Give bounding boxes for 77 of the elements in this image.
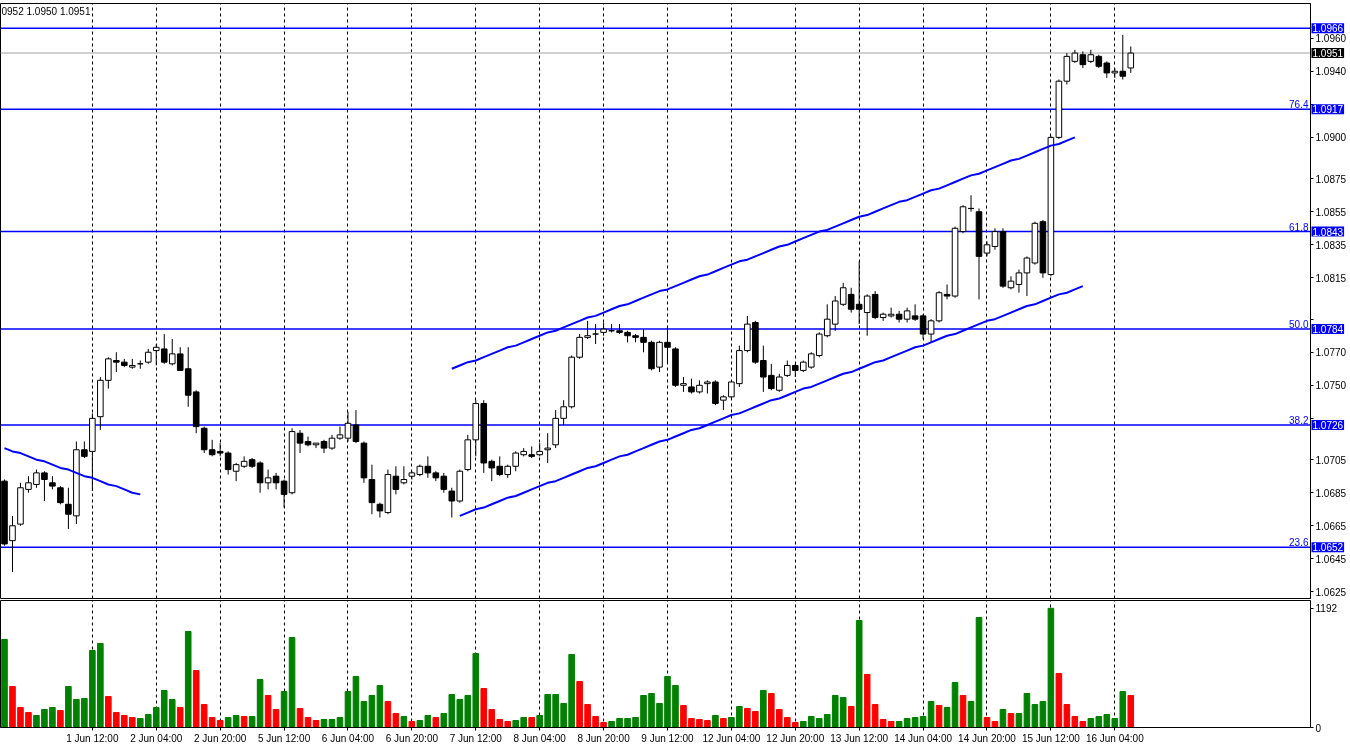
y-tick-label: 1.0665 [1315,520,1347,532]
y-tick-label: 1192 [1315,603,1338,615]
y-tick-label: 1.0815 [1315,272,1347,284]
bar [400,716,408,728]
bar [855,620,863,728]
y-tick-label: 1.0770 [1315,347,1347,359]
annotation: 23.6 [1289,537,1309,549]
bar [528,717,535,728]
bar [1127,695,1135,728]
x-tick-label: 13 Jun 12:00 [830,732,889,744]
y-tick-label: 1.0855 [1315,206,1347,218]
candlestick [991,227,999,251]
y-tick-label: 1.0685 [1315,487,1347,499]
y-tick-label: 1.0750 [1315,380,1347,392]
bar [408,721,416,728]
x-tick-label: 2 Jun 04:00 [130,732,183,744]
ref-line-label: 1.0726 [1312,419,1344,431]
y-tick-label: 1.0625 [1315,586,1347,598]
x-tick-label: 8 Jun 20:00 [577,732,631,744]
y-tick-label: 1.0900 [1315,132,1347,144]
ref-line-label: 1.0966 [1312,23,1344,35]
x-tick-label: 1 Jun 12:00 [66,732,119,744]
candlestick [352,409,360,444]
candlestick [592,323,599,345]
bar [959,695,967,728]
candlestick [57,485,64,505]
x-tick-label: 8 Jun 04:00 [513,732,567,744]
bar [184,631,192,728]
candlestick [336,426,344,441]
bar [967,701,975,728]
y-tick-label: 1.0645 [1315,553,1347,565]
annotation: 76.4 [1289,99,1309,111]
candlestick [544,432,551,464]
candlestick [1127,45,1135,74]
ref-line-label: 1.0784 [1312,324,1344,336]
x-tick-label: 6 Jun 20:00 [385,732,439,744]
x-tick-label: 5 Jun 12:00 [257,732,311,744]
candlestick [344,411,352,442]
bar [1,639,8,728]
bar [240,716,248,728]
bar [57,710,64,728]
x-tick-label: 14 Jun 20:00 [958,732,1017,744]
x-tick-label: 9 Jun 12:00 [641,732,695,744]
y-tick-label: 1.0835 [1315,239,1347,251]
bar [176,707,184,728]
candlestick [368,464,376,515]
ref-line-label: 1.0843 [1312,226,1344,238]
bar [720,718,727,728]
bar [432,717,440,728]
annotation: 50.0 [1289,319,1309,331]
ref-line-label: 1.0917 [1312,104,1344,116]
y-tick-label: 1.0705 [1315,454,1347,466]
chart-title: 0952 1.0950 1.0951 [1,5,91,17]
x-tick-label: 2 Jun 20:00 [194,732,247,744]
ref-line-label: 1.0652 [1312,542,1344,554]
x-tick-label: 14 Jun 04:00 [894,732,953,744]
candlestick [312,442,320,449]
y-tick-label: 1.0940 [1315,66,1347,78]
annotation: 61.8 [1289,221,1309,233]
x-tick-label: 6 Jun 04:00 [321,732,375,744]
line-series [3,447,142,496]
bar [935,705,943,728]
bar [344,691,352,728]
x-tick-label: 12 Jun 20:00 [766,732,825,744]
x-tick-label: 12 Jun 04:00 [702,732,761,744]
x-tick-label: 15 Jun 12:00 [1021,732,1081,744]
y-tick-label: 0 [1315,722,1322,734]
y-tick-label: 1.0960 [1315,33,1347,45]
bar [760,690,767,728]
annotation: 38.2 [1289,414,1309,426]
x-tick-label: 7 Jun 12:00 [449,732,503,744]
ref-line-label: 1.0951 [1312,48,1344,60]
bar [712,715,719,728]
bar [975,617,983,728]
y-tick-label: 1.0875 [1315,173,1347,185]
bar [847,706,855,728]
x-tick-label: 16 Jun 04:00 [1085,732,1145,744]
